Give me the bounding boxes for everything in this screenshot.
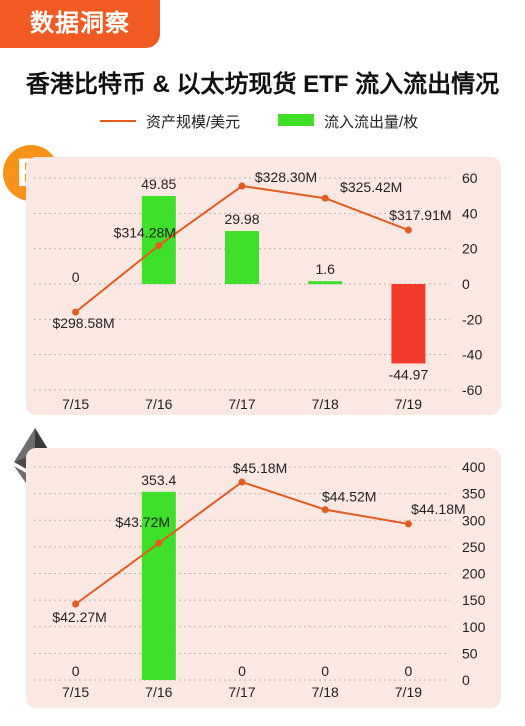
bar-value-label: 0 — [405, 663, 413, 679]
y-tick-label: 60 — [462, 170, 478, 186]
bar-value-label: 0 — [72, 663, 80, 679]
flow-bar — [141, 491, 176, 680]
y-tick-label: 50 — [462, 645, 478, 661]
y-tick-label: -60 — [462, 382, 482, 398]
bar-value-label: 49.85 — [141, 176, 176, 192]
x-tick-label: 7/18 — [312, 684, 339, 700]
y-tick-label: 150 — [462, 592, 486, 608]
asset-value-point — [321, 194, 329, 202]
asset-value-label: $43.72M — [116, 514, 170, 530]
asset-value-label: $328.30M — [255, 169, 317, 185]
asset-value-point — [155, 539, 163, 547]
asset-value-label: $325.42M — [340, 179, 402, 195]
asset-value-point — [238, 182, 246, 190]
y-tick-label: -20 — [462, 311, 482, 327]
flow-bar — [391, 284, 426, 364]
x-tick-label: 7/19 — [395, 684, 422, 700]
legend-line-label: 资产规模/美元 — [146, 114, 241, 131]
x-tick-label: 7/17 — [228, 684, 255, 700]
bar-value-label: -44.97 — [389, 366, 429, 382]
y-tick-label: 20 — [462, 241, 478, 257]
asset-value-point — [155, 241, 163, 249]
x-tick-label: 7/16 — [145, 684, 172, 700]
asset-value-label: $42.27M — [52, 609, 106, 625]
legend-bar-swatch — [278, 114, 314, 126]
y-tick-label: 100 — [462, 619, 486, 635]
x-tick-label: 7/19 — [395, 396, 422, 412]
flow-bar — [141, 195, 176, 284]
asset-value-label: $314.28M — [114, 224, 176, 240]
y-tick-label: -40 — [462, 347, 482, 363]
y-tick-label: 0 — [462, 276, 470, 292]
y-tick-label: 40 — [462, 205, 478, 221]
asset-value-point — [321, 506, 329, 514]
y-tick-label: 300 — [462, 512, 486, 528]
eth-chart-panel — [26, 448, 501, 708]
x-tick-label: 7/18 — [312, 396, 339, 412]
asset-value-label: $45.18M — [233, 460, 287, 476]
x-tick-label: 7/17 — [228, 396, 255, 412]
bar-value-label: 0 — [72, 269, 80, 285]
y-tick-label: 250 — [462, 539, 486, 555]
legend-bar-label: 流入流出量/枚 — [324, 114, 419, 131]
x-tick-label: 7/16 — [145, 396, 172, 412]
x-tick-label: 7/15 — [62, 684, 89, 700]
asset-value-label: $44.18M — [411, 501, 465, 517]
asset-value-label: $317.91M — [389, 207, 451, 223]
page-title: 香港比特币 & 以太坊现货 ETF 流入流出情况 — [25, 71, 500, 98]
y-tick-label: 200 — [462, 566, 486, 582]
bar-value-label: 353.4 — [141, 472, 176, 488]
asset-value-point — [238, 478, 246, 486]
bar-value-label: 1.6 — [315, 261, 335, 277]
legend-line-swatch — [100, 120, 136, 122]
chart-legend: 资产规模/美元 流入流出量/枚 — [0, 108, 525, 132]
asset-value-point — [404, 226, 412, 234]
asset-value-point — [72, 600, 80, 608]
asset-value-point — [72, 308, 80, 316]
bar-value-label: 29.98 — [224, 211, 259, 227]
asset-value-label: $298.58M — [52, 315, 114, 331]
y-tick-label: 350 — [462, 486, 486, 502]
flow-bar — [308, 281, 343, 285]
asset-value-point — [404, 520, 412, 528]
asset-value-label: $44.52M — [322, 489, 376, 505]
y-tick-label: 400 — [462, 459, 486, 475]
bar-value-label: 0 — [238, 663, 246, 679]
flow-bar — [225, 231, 259, 284]
x-tick-label: 7/15 — [62, 396, 89, 412]
y-tick-label: 0 — [462, 672, 470, 688]
bar-value-label: 0 — [321, 663, 329, 679]
insight-tag: 数据洞察 — [0, 0, 160, 48]
